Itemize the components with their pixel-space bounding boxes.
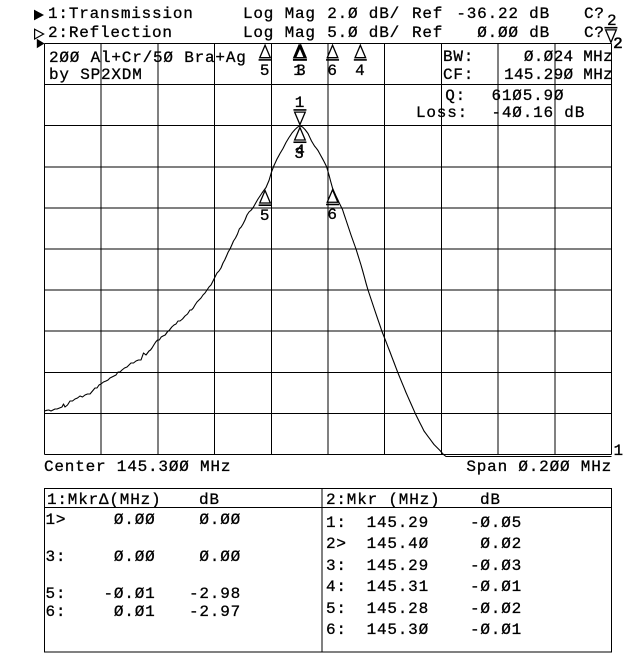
table2-row3-db: -Ø.Ø3 [469, 556, 522, 575]
marker-5-trace2-label: 5 [259, 61, 271, 80]
table2-row6-mhz: 145.3Ø [366, 621, 429, 639]
marker-6-trace1[interactable] [326, 188, 339, 203]
table2-row5-marker: 5: [326, 599, 347, 618]
table2-row5-mhz: 145.28 [366, 599, 429, 618]
table2-row3-marker: 3: [326, 556, 347, 575]
table1-row6-db: -2.97 [188, 603, 241, 621]
marker-1-3-trace2[interactable] [292, 43, 308, 59]
table2-row2-mhz: 145.4Ø [366, 535, 429, 554]
marker-6-trace2-label: 6 [327, 61, 338, 80]
ch1-name: Transmission [68, 5, 194, 23]
loss-label: Loss: [416, 104, 469, 122]
q-value: 61Ø5.9Ø [491, 86, 565, 105]
marker-4-trace2-label: 4 [355, 61, 366, 80]
ch1-active-pointer-icon [34, 9, 44, 21]
graticule [44, 43, 612, 455]
table2-row1-db: -Ø.Ø5 [469, 514, 522, 532]
table2-row6-db: -Ø.Ø1 [469, 621, 522, 639]
ch1-ref-label: Ref [412, 5, 444, 23]
ch2-ref-label: Ref [412, 24, 444, 42]
table1-row3-marker: 3: [45, 547, 67, 566]
marker-1-3-trace2-label: 1 [293, 61, 304, 80]
table2-header-db: dB [480, 490, 501, 509]
table2-row4-mhz: 145.31 [366, 578, 429, 597]
ch1-ref-value[interactable]: -36.22 dB [456, 5, 550, 23]
ch2-num: 2: [48, 24, 69, 42]
marker-1-trace1-label: 1 [294, 94, 306, 113]
table1-row3-db: Ø.ØØ [199, 547, 241, 566]
table1-row5-delta-mhz: -Ø.Ø1 [103, 584, 156, 603]
ch2-format[interactable]: Log Mag [243, 24, 316, 42]
ch1-num: 1: [48, 5, 69, 23]
table1-row1-delta-mhz: Ø.ØØ [113, 510, 156, 529]
marker-4-trace2[interactable] [354, 43, 367, 59]
ch1-cal-status-sub: 2 [607, 11, 618, 30]
table2-row2-db: Ø.Ø2 [480, 535, 522, 554]
table1-row5-marker: 5: [45, 584, 67, 603]
ch2-scale[interactable]: 5.Ø dB/ [327, 24, 400, 42]
cf-label: CF: [443, 65, 475, 84]
ch2-pointer-icon [34, 28, 45, 41]
trace2-edge-number: 2 [613, 35, 624, 53]
cf-value: 145.29Ø MHz [504, 65, 613, 84]
ch1-format[interactable]: Log Mag [243, 5, 316, 23]
user-title-line2: by SP2XDM [49, 66, 143, 84]
q-label: Q: [445, 86, 466, 105]
bw-label: BW: [443, 47, 475, 66]
marker-5-trace2[interactable] [258, 43, 272, 59]
table1-row5-db: -2.98 [188, 584, 241, 603]
ch2-name: Reflection [68, 24, 173, 42]
ch1-trace-label[interactable]: 1:Transmission [48, 6, 194, 22]
table2-row1-marker: 1: [326, 514, 347, 532]
table2-row1-mhz: 145.29 [366, 514, 429, 532]
loss-value: -4Ø.16 dB [491, 104, 586, 122]
ch2-ref-value[interactable]: Ø.ØØ dB [477, 24, 550, 42]
table2-row5-db: -Ø.Ø2 [469, 599, 522, 618]
marker-1-trace1[interactable] [293, 111, 307, 127]
marker-5-trace1[interactable] [258, 188, 272, 204]
marker-2-trace2[interactable] [604, 29, 618, 45]
bw-value: Ø.Ø24 MHz [523, 47, 613, 66]
table1-row6-delta-mhz: Ø.Ø1 [113, 603, 156, 621]
table1-row1-marker: 1> [45, 510, 67, 529]
center-frequency-label[interactable]: Center 145.3ØØ MHz [44, 458, 232, 476]
marker-1-3-trace2-label1: 3 [296, 61, 307, 80]
table1-row3-delta-mhz: Ø.ØØ [113, 547, 156, 566]
table1-row1-db: Ø.ØØ [199, 510, 241, 529]
trace1-transmission[interactable] [44, 125, 612, 458]
marker-6-trace2[interactable] [326, 43, 339, 59]
trace1-edge-number: 1 [613, 441, 624, 460]
ch1-scale[interactable]: 2.Ø dB/ [327, 5, 400, 23]
ch2-cal-status: C? [584, 24, 605, 42]
span-label[interactable]: Span Ø.2ØØ MHz [466, 458, 612, 476]
table1-header-db: dB [199, 490, 220, 509]
table2-header: 2:Mkr (MHz) [326, 490, 441, 509]
user-title-line1: 2ØØ Al+Cr/5Ø Bra+Ag [49, 49, 247, 67]
marker-4-3-trace1[interactable] [293, 125, 307, 141]
marker-table-boxes [44, 488, 612, 653]
table2-row4-marker: 4: [326, 578, 347, 597]
table1-header: 1:MkrΔ(MHz) [47, 490, 162, 509]
ch1-cal-status: C? [584, 5, 605, 23]
marker-6-trace1-label: 6 [327, 206, 338, 225]
marker-4-3-trace1-label1: 3 [294, 145, 305, 164]
marker-5-trace1-label: 5 [259, 206, 271, 225]
table2-row3-mhz: 145.29 [366, 556, 429, 575]
ch2-trace-label[interactable]: 2:Reflection [48, 25, 173, 41]
marker-4-3-trace1-label: 4 [295, 141, 306, 160]
table1-row6-marker: 6: [45, 603, 67, 621]
ch1-ref-position-icon [36, 38, 45, 49]
table2-row4-db: -Ø.Ø1 [469, 578, 522, 597]
table2-row2-marker: 2> [326, 535, 347, 554]
table2-row6-marker: 6: [326, 621, 347, 639]
marker-2-trace2-label: 2 [613, 35, 624, 53]
